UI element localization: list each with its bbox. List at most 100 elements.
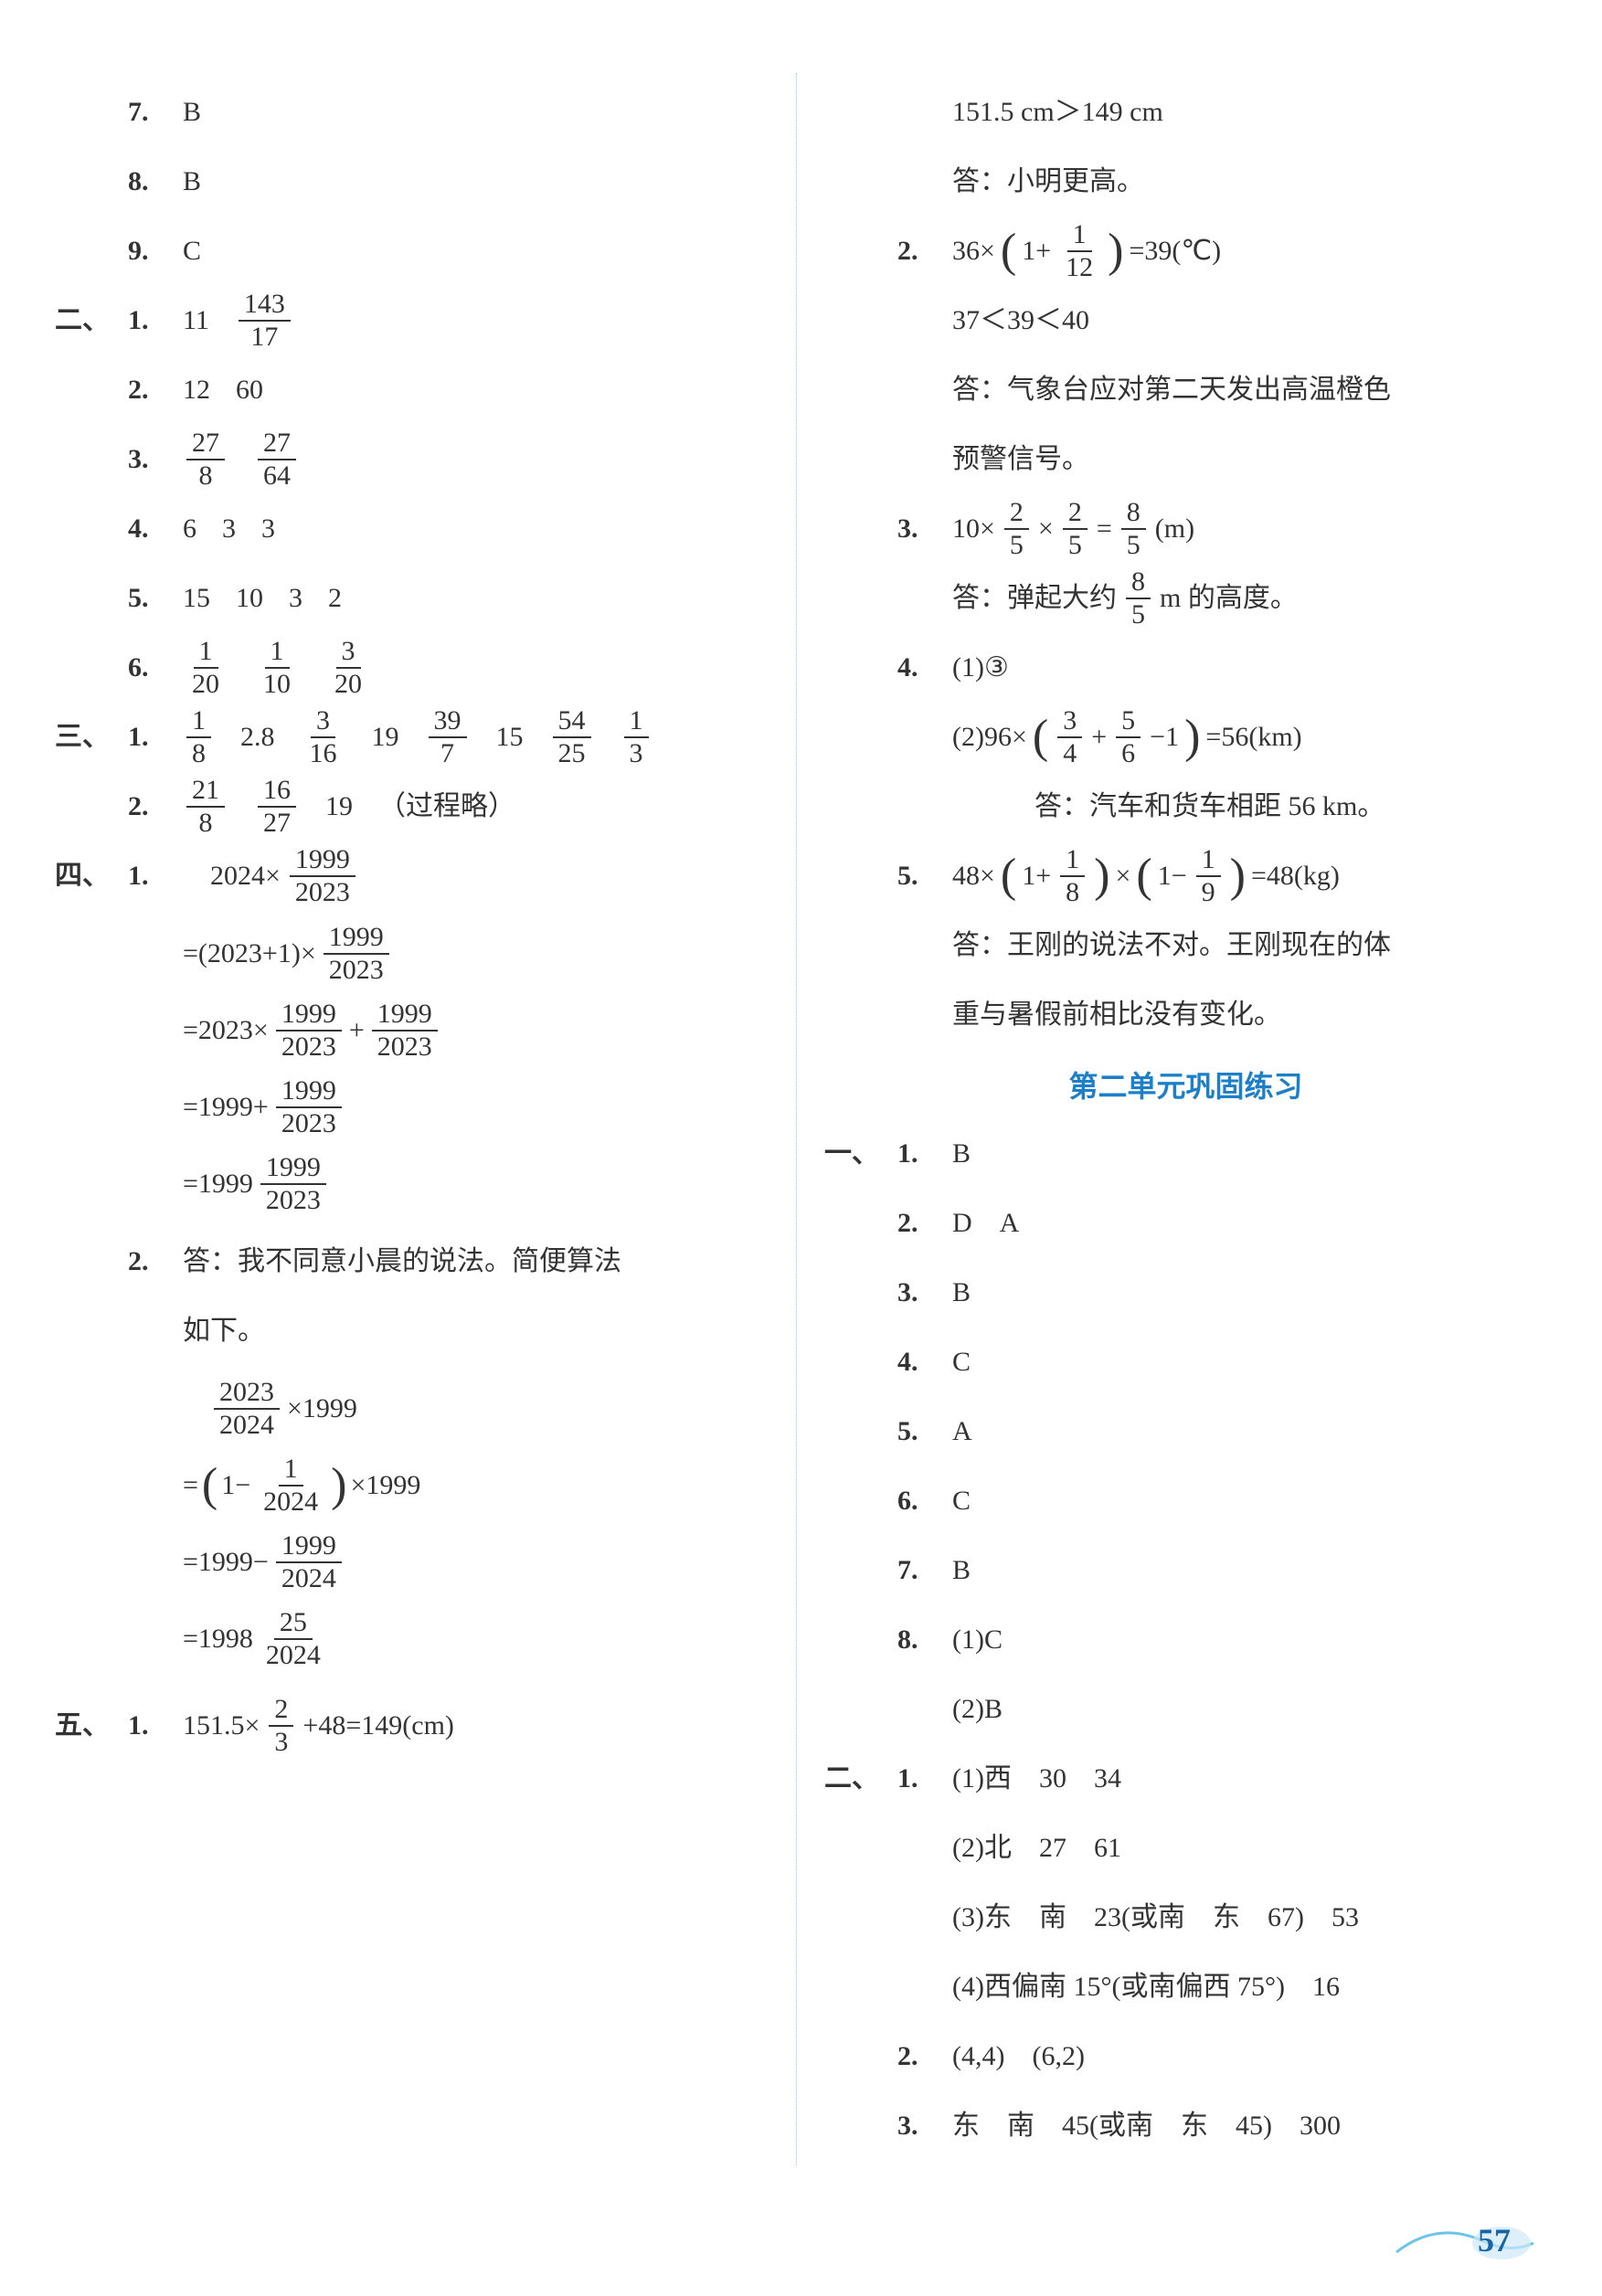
section-4-row: 四、 1. 2024× 19992023	[55, 846, 778, 906]
item-number: 3.	[897, 1263, 952, 1323]
text: =39(℃)	[1130, 221, 1222, 281]
fraction: 23	[269, 1696, 293, 1756]
equation: (2)96× ( 34 + 56 −1 ) =56(km)	[952, 707, 1302, 767]
fraction: 278	[186, 429, 225, 490]
fraction: 19	[1196, 846, 1221, 906]
answer-text: 答：王刚的说法不对。王刚现在的体	[952, 915, 1391, 976]
section-label: 四、	[55, 846, 128, 906]
fraction: 19992024	[276, 1532, 342, 1592]
fraction: 1627	[258, 777, 296, 837]
answer-row: 37＜39＜40	[952, 291, 1547, 351]
text: ×	[1038, 499, 1054, 559]
text: ×1999	[351, 1447, 421, 1524]
answer-row: 4. (1)③	[897, 638, 1547, 698]
left-column: 7. B 8. B 9. C 二、 1. 11 14317 2. 12 60	[55, 73, 797, 2165]
answer-content: 12 60	[183, 360, 263, 420]
item-number: 7.	[128, 82, 183, 143]
right-column: 151.5 cm＞149 cm 答：小明更高。 2. 36× ( 1+ 112 …	[824, 73, 1547, 2165]
answer-row: 3.东 南 45(或南 东 45) 300	[897, 2096, 1547, 2156]
fraction: 85	[1126, 568, 1151, 629]
answer-row: 7.B	[897, 1540, 1547, 1601]
value: 3	[289, 568, 302, 629]
text: =1999−	[183, 1524, 269, 1601]
text: (2)96×	[952, 707, 1027, 767]
section-label: 三、	[55, 707, 128, 767]
equation-step: =1998 252024	[183, 1601, 778, 1677]
text: 2024×	[210, 846, 281, 906]
answer-value: C	[183, 221, 201, 281]
answer-row: 5. 48× ( 1+ 18 ) × ( 1− 19 ) =48(kg)	[897, 846, 1547, 906]
section-label: 二、	[55, 291, 128, 351]
answer-content: 278 2764	[183, 429, 300, 490]
item-number: 1.	[897, 1749, 952, 1809]
text: =1999	[183, 1146, 253, 1222]
item-number: 1.	[897, 1124, 952, 1184]
equation: 10× 25 × 25 = 85 (m)	[952, 499, 1194, 559]
fraction: 19992023	[324, 924, 389, 984]
item-number: 9.	[128, 221, 183, 281]
item-number: 8.	[897, 1610, 952, 1670]
answer-value: B	[952, 1263, 971, 1323]
equation-step: =1999+ 19992023	[183, 1069, 778, 1146]
answer-row: (2)B	[952, 1679, 1547, 1740]
fraction: 112	[1060, 221, 1098, 281]
section-3-row: 三、 1. 18 2.8 316 19 397 15 5425 13	[55, 707, 778, 767]
equation-step: =2023× 19992023 + 19992023	[183, 992, 778, 1069]
item-number: 3.	[897, 2096, 952, 2156]
item-number: 1.	[128, 1696, 183, 1756]
answer-content: 218 1627 19 （过程略）	[183, 777, 515, 837]
text: =	[1097, 499, 1112, 559]
answer-content: 11 14317	[183, 291, 294, 351]
item-number: 4.	[897, 638, 952, 698]
text: 1−	[1158, 846, 1187, 906]
fraction: 252024	[260, 1609, 326, 1669]
fraction: 397	[429, 707, 467, 767]
value: 15	[496, 707, 524, 767]
answer-text: (2)北 27 61	[952, 1818, 1121, 1878]
equation: 2024× 19992023	[210, 846, 359, 906]
item-number: 2.	[897, 1193, 952, 1254]
answer-row: 4.C	[897, 1332, 1547, 1392]
item-number: 4.	[128, 499, 183, 559]
u2-sec2-row: 二、 1. (1)西 30 34	[824, 1749, 1547, 1809]
answer-row: 9. C	[128, 221, 778, 281]
answer-text: (4)西偏南 15°(或南偏西 75°) 16	[952, 1957, 1340, 2017]
answer-row: 151.5 cm＞149 cm	[952, 82, 1547, 143]
text: =2023×	[183, 992, 269, 1069]
page: 7. B 8. B 9. C 二、 1. 11 14317 2. 12 60	[0, 0, 1602, 2220]
item-number: 7.	[897, 1540, 952, 1601]
item-number: 2.	[128, 1232, 183, 1292]
answer-value: B	[183, 152, 201, 212]
item-number: 1.	[128, 291, 183, 351]
u2-sec1-row: 一、 1. B	[824, 1124, 1547, 1184]
text: 48×	[952, 846, 995, 906]
item-number: 6.	[897, 1471, 952, 1531]
answer-row: (2)96× ( 34 + 56 −1 ) =56(km)	[952, 707, 1547, 767]
item-number: 3.	[128, 429, 183, 490]
answer-text: (1)③	[952, 638, 1009, 698]
answer-row: 5.A	[897, 1402, 1547, 1462]
answer-content: 15 10 3 2	[183, 568, 342, 629]
equation-step: = ( 1− 12024 ) ×1999	[183, 1447, 778, 1524]
item-number: 6.	[128, 638, 183, 698]
value: 12	[183, 360, 210, 420]
item-number: 2.	[897, 221, 952, 281]
answer-text: 东 南 45(或南 东 45) 300	[952, 2096, 1341, 2156]
item-number: 5.	[897, 846, 952, 906]
fraction: 25	[1063, 499, 1087, 559]
answer-row: 4. 6 3 3	[128, 499, 778, 559]
answer-text: 答：我不同意小晨的说法。简便算法	[183, 1234, 621, 1289]
fraction: 34	[1057, 707, 1082, 767]
item-number: 3.	[897, 499, 952, 559]
text: =56(km)	[1205, 707, 1301, 767]
answer-row: 3.B	[897, 1263, 1547, 1323]
item-number: 2.	[897, 2026, 952, 2087]
equation: 151.5× 23 +48=149(cm)	[183, 1696, 454, 1756]
fraction: 56	[1116, 707, 1140, 767]
answer-row: 答：汽车和货车相距 56 km。	[1034, 777, 1547, 837]
text: =1999+	[183, 1069, 269, 1146]
item-number: 8.	[128, 152, 183, 212]
text: =48(kg)	[1251, 846, 1340, 906]
section-label: 五、	[55, 1696, 128, 1756]
comparison: 151.5 cm＞149 cm	[952, 82, 1163, 143]
